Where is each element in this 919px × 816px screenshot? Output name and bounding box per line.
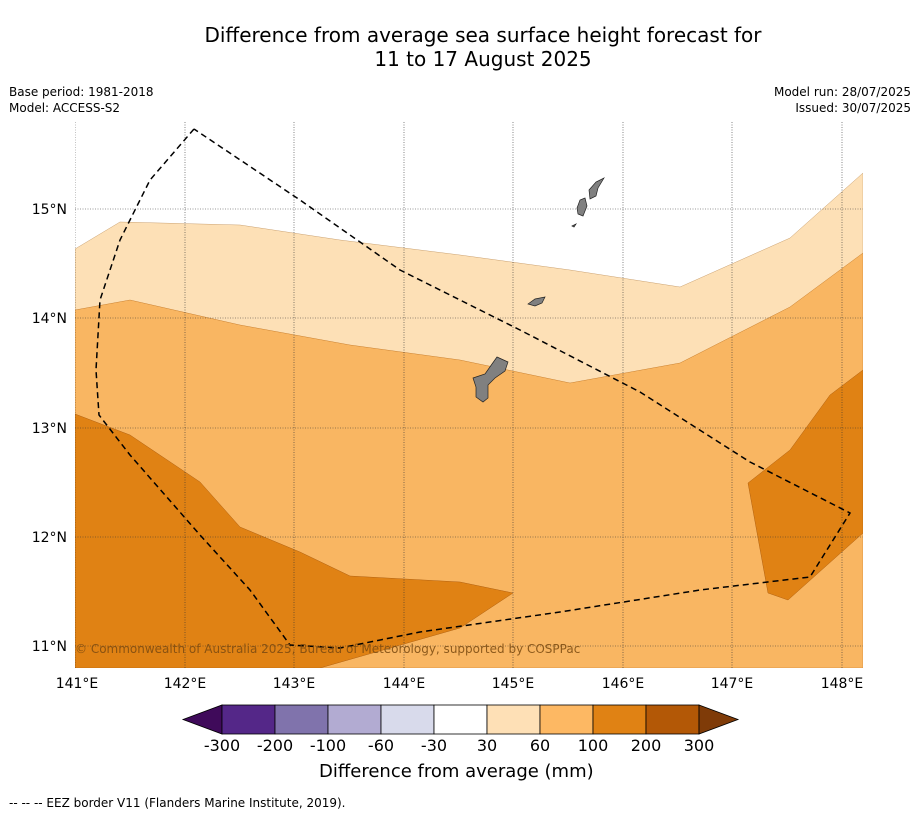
lon-tick-label: 148°E: [821, 676, 864, 692]
eez-border-line: [95, 128, 852, 649]
colorbar-tick-label: -200: [257, 736, 293, 755]
lon-tick-label: 143°E: [273, 676, 316, 692]
colorbar-tick-label: 100: [578, 736, 609, 755]
islands: [472, 177, 605, 403]
lat-tick-label: 11°N: [32, 639, 67, 655]
band-100-200-west: [75, 413, 514, 668]
model-run-text: Model run: 28/07/2025: [773, 85, 911, 99]
colorbar-tick-label: 30: [477, 736, 497, 755]
colorbar-tick-label: -30: [421, 736, 447, 755]
gridlines: [75, 122, 863, 668]
map-plot-area: © Commonwealth of Australia 2025, Bureau…: [75, 122, 863, 668]
map-title-line1: Difference from average sea surface heig…: [204, 23, 762, 47]
colorbar-tick-label: -100: [310, 736, 346, 755]
lat-tick-label: 13°N: [32, 421, 67, 437]
colorbar: -300 -200 -100 -60 -30 30 60 100 200 300: [181, 704, 740, 755]
colorbar-swatch: [327, 704, 382, 735]
aguijan-island: [571, 223, 578, 228]
rota-island: [527, 296, 546, 307]
meta-left: Base period: 1981-2018 Model: ACCESS-S2: [9, 84, 154, 116]
lat-tick-label: 15°N: [32, 202, 67, 218]
lat-tick-label: 14°N: [32, 311, 67, 327]
colorbar-extend-low: [181, 704, 223, 735]
lon-tick-label: 142°E: [164, 676, 207, 692]
copyright-text: © Commonwealth of Australia 2025, Bureau…: [75, 642, 580, 656]
issued-text: Issued: 30/07/2025: [795, 101, 911, 115]
tinian-island: [576, 197, 588, 217]
base-period-text: Base period: 1981-2018: [9, 85, 154, 99]
lon-tick-label: 144°E: [383, 676, 426, 692]
lon-tick-label: 146°E: [602, 676, 645, 692]
colorbar-swatch: [486, 704, 541, 735]
lon-tick-label: 141°E: [56, 676, 99, 692]
guam-island: [472, 356, 509, 403]
eez-legend-text: -- -- -- EEZ border V11 (Flanders Marine…: [9, 796, 346, 810]
map-title-line2: 11 to 17 August 2025: [374, 47, 592, 71]
colorbar-tick-label: -60: [368, 736, 394, 755]
colorbar-swatch: [274, 704, 329, 735]
lat-tick-labels: 15°N 14°N 13°N 12°N 11°N: [32, 202, 67, 655]
colorbar-tick-label: 60: [530, 736, 550, 755]
band-100-200-east: [747, 369, 863, 601]
saipan-island: [588, 177, 605, 200]
colorbar-swatch: [433, 704, 488, 735]
meta-right: Model run: 28/07/2025 Issued: 30/07/2025: [774, 84, 911, 116]
colorbar-tick-label: -300: [204, 736, 240, 755]
colorbar-swatch: [592, 704, 647, 735]
lat-tick-label: 12°N: [32, 530, 67, 546]
colorbar-swatch: [645, 704, 700, 735]
lon-tick-label: 145°E: [492, 676, 535, 692]
colorbar-extend-high: [698, 704, 740, 735]
lon-tick-label: 147°E: [711, 676, 754, 692]
colorbar-tick-label: 300: [684, 736, 715, 755]
colorbar-tick-label: 200: [631, 736, 662, 755]
model-text: Model: ACCESS-S2: [9, 101, 121, 115]
colorbar-swatch: [221, 704, 276, 735]
colorbar-swatch: [539, 704, 594, 735]
lon-tick-labels: 141°E 142°E 143°E 144°E 145°E 146°E 147°…: [56, 676, 864, 692]
colorbar-swatch: [380, 704, 435, 735]
colorbar-title: Difference from average (mm): [319, 761, 594, 782]
